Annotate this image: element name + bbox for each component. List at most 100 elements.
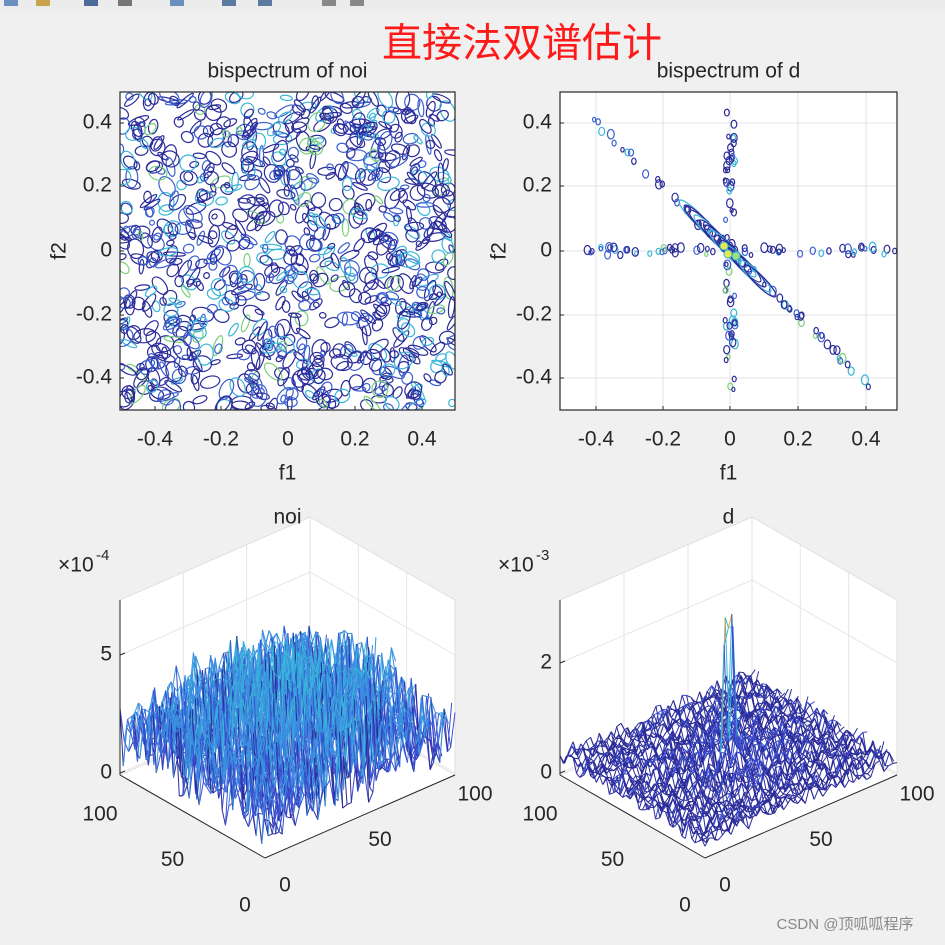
contour [826,247,832,255]
contour [371,166,384,182]
contour [306,237,323,252]
tool-icon[interactable] [322,0,336,6]
contour [327,398,337,410]
contour [728,155,735,163]
contour [252,318,269,337]
mesh-edge [171,665,177,693]
contour [185,219,196,241]
contour [776,248,782,256]
contour [351,95,365,109]
contour [432,204,447,221]
contour [349,123,367,136]
x-tick-label: -0.4 [137,428,174,451]
contour [169,190,180,208]
contour [406,398,427,410]
contour [148,92,159,105]
tool-icon[interactable] [118,0,132,6]
contour [164,379,183,393]
contour [341,176,353,192]
contour [229,377,246,397]
contour [730,308,738,318]
contour [300,177,318,191]
contour [727,295,734,304]
contour [373,278,386,290]
x-axis-label: f1 [279,462,297,485]
contour [173,116,184,128]
contour [378,233,396,250]
contour [194,104,206,116]
contour [168,233,177,240]
contour [404,225,421,240]
contour [120,212,129,224]
contour [407,344,429,356]
contour [206,303,218,314]
contour [320,349,326,357]
tool-icon[interactable] [258,0,272,6]
contour [315,105,334,122]
contour [325,171,336,180]
tool-icon[interactable] [84,0,98,6]
contour [196,188,208,203]
contour [340,379,351,397]
mesh-edge [128,741,134,752]
contour [292,373,305,392]
contour [165,245,179,264]
contour [311,192,327,209]
contour [190,368,201,385]
contour [624,148,631,157]
contour [339,343,354,360]
contour [732,292,738,300]
contour [302,359,308,370]
contour [137,92,153,101]
contour [723,356,729,364]
contour [293,351,305,362]
contour [276,335,295,354]
tool-icon[interactable] [222,0,236,6]
contour [176,179,187,191]
contour [195,280,204,291]
contour [210,359,221,366]
contour [318,311,327,319]
contour [164,399,182,410]
contour [775,243,784,254]
y-axis-label: f2 [488,242,511,260]
contour [378,121,393,130]
contour [191,306,215,323]
tool-icon[interactable] [350,0,364,6]
contour [611,139,617,147]
contour [368,357,383,372]
contour [410,389,422,400]
contour [358,118,369,129]
contour [208,230,218,240]
contour [241,138,256,149]
contour [295,130,312,152]
contour [374,385,386,395]
contour [409,184,426,201]
contour [166,239,175,247]
contour [228,322,239,337]
tool-icon[interactable] [36,0,50,6]
contour [704,251,709,258]
contour [120,287,131,299]
contour [319,257,334,268]
contour [275,279,288,296]
contour [322,223,331,241]
contour [723,108,730,117]
contour [769,245,777,254]
contour [412,335,427,350]
contour [174,300,186,309]
contour-peak [719,241,729,251]
contour [221,296,230,306]
contour [344,341,357,354]
contour [631,157,637,165]
contour [133,328,157,344]
contour [367,251,379,261]
contour [421,336,435,347]
tool-icon[interactable] [4,0,18,6]
contour [404,110,417,125]
contour [274,318,291,338]
contour [421,236,431,245]
contour [285,158,295,168]
contour [267,397,279,410]
tool-icon[interactable] [170,0,184,6]
